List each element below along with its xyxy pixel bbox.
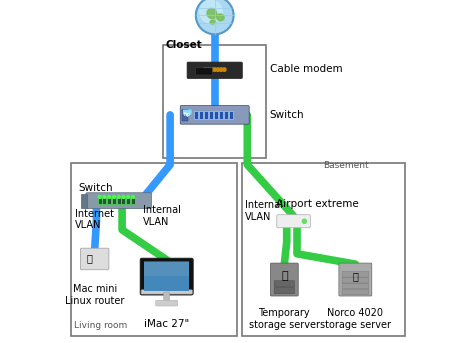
FancyBboxPatch shape <box>209 111 213 119</box>
Ellipse shape <box>207 9 217 19</box>
Circle shape <box>98 196 101 198</box>
Text: 🐧: 🐧 <box>87 253 92 263</box>
FancyBboxPatch shape <box>140 258 193 295</box>
Circle shape <box>200 0 222 23</box>
FancyBboxPatch shape <box>86 193 151 209</box>
Circle shape <box>132 196 134 198</box>
FancyBboxPatch shape <box>81 194 87 208</box>
FancyBboxPatch shape <box>274 287 294 294</box>
FancyBboxPatch shape <box>219 111 223 119</box>
Text: Switch: Switch <box>270 110 304 120</box>
FancyBboxPatch shape <box>107 198 111 204</box>
Circle shape <box>216 68 219 71</box>
Circle shape <box>210 68 213 71</box>
FancyBboxPatch shape <box>187 62 242 79</box>
Circle shape <box>122 196 125 198</box>
FancyBboxPatch shape <box>155 300 178 306</box>
Text: iMac 27": iMac 27" <box>144 319 189 329</box>
Text: Basement: Basement <box>323 161 369 170</box>
FancyBboxPatch shape <box>224 111 228 119</box>
Text: Internet
VLAN: Internet VLAN <box>75 209 114 230</box>
FancyBboxPatch shape <box>342 289 369 295</box>
Text: hp: hp <box>183 113 191 117</box>
FancyBboxPatch shape <box>199 111 203 119</box>
FancyBboxPatch shape <box>342 283 369 289</box>
Circle shape <box>127 196 129 198</box>
Circle shape <box>223 68 226 71</box>
FancyBboxPatch shape <box>182 110 188 121</box>
Circle shape <box>207 68 210 71</box>
Text: Internal
VLAN: Internal VLAN <box>143 205 181 227</box>
FancyBboxPatch shape <box>117 198 121 204</box>
Circle shape <box>219 68 223 71</box>
Text: 🐧: 🐧 <box>352 271 358 282</box>
FancyBboxPatch shape <box>112 198 116 204</box>
FancyBboxPatch shape <box>141 290 192 294</box>
FancyBboxPatch shape <box>144 262 189 291</box>
Circle shape <box>196 0 234 34</box>
Circle shape <box>213 68 217 71</box>
FancyBboxPatch shape <box>196 68 212 75</box>
Text: Mac mini
Linux router: Mac mini Linux router <box>65 284 124 306</box>
Text: Closet: Closet <box>165 40 202 50</box>
FancyBboxPatch shape <box>126 198 130 204</box>
FancyBboxPatch shape <box>271 263 298 296</box>
Ellipse shape <box>210 20 216 24</box>
FancyBboxPatch shape <box>81 248 109 270</box>
FancyBboxPatch shape <box>163 45 266 158</box>
Text: 🐧: 🐧 <box>281 271 288 282</box>
Text: Airport extreme: Airport extreme <box>276 199 359 209</box>
Circle shape <box>203 68 207 71</box>
FancyBboxPatch shape <box>131 198 135 204</box>
FancyBboxPatch shape <box>144 261 189 276</box>
Circle shape <box>117 196 120 198</box>
FancyBboxPatch shape <box>102 198 107 204</box>
Text: Cable modem: Cable modem <box>270 63 342 74</box>
FancyBboxPatch shape <box>342 272 369 277</box>
FancyBboxPatch shape <box>339 263 372 296</box>
Text: Internal
VLAN: Internal VLAN <box>245 200 283 222</box>
FancyBboxPatch shape <box>229 111 234 119</box>
FancyBboxPatch shape <box>342 277 369 283</box>
FancyBboxPatch shape <box>194 111 199 119</box>
FancyBboxPatch shape <box>98 198 102 204</box>
FancyBboxPatch shape <box>274 281 294 287</box>
Text: Temporary
storage server: Temporary storage server <box>249 308 320 330</box>
FancyBboxPatch shape <box>71 163 237 336</box>
FancyBboxPatch shape <box>204 111 209 119</box>
FancyBboxPatch shape <box>121 198 126 204</box>
FancyBboxPatch shape <box>180 106 249 124</box>
FancyBboxPatch shape <box>164 292 170 302</box>
Circle shape <box>302 219 307 223</box>
Circle shape <box>108 196 110 198</box>
FancyBboxPatch shape <box>214 111 219 119</box>
Text: Living room: Living room <box>74 321 128 330</box>
FancyBboxPatch shape <box>242 163 405 336</box>
Text: Norco 4020
storage server: Norco 4020 storage server <box>320 308 391 330</box>
Circle shape <box>103 196 106 198</box>
FancyBboxPatch shape <box>183 110 191 115</box>
Circle shape <box>112 196 115 198</box>
Text: Switch: Switch <box>79 182 113 193</box>
Ellipse shape <box>217 14 224 21</box>
FancyBboxPatch shape <box>277 215 310 228</box>
